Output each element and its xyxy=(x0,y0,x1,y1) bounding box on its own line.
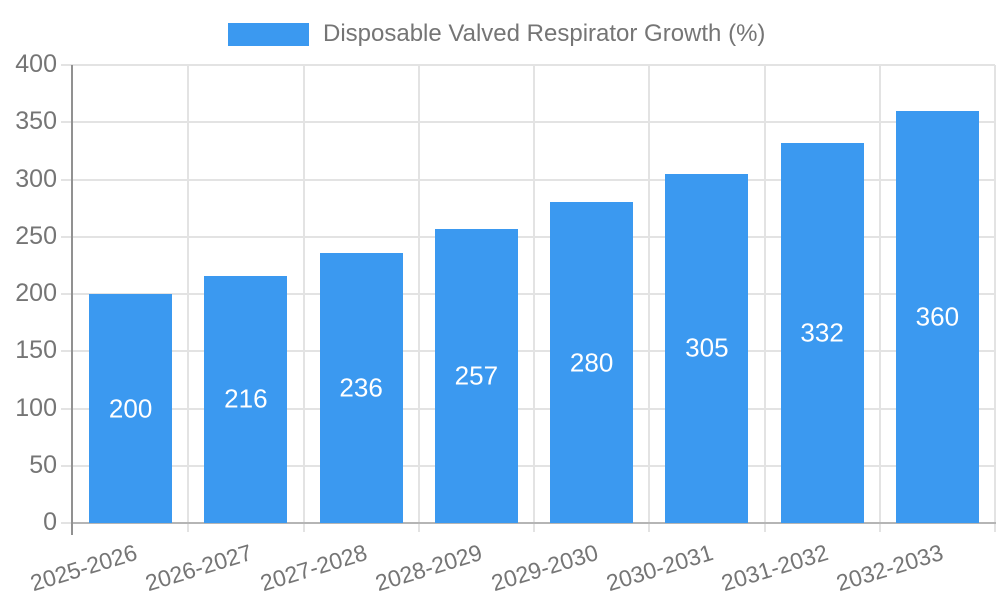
bar-value-label: 360 xyxy=(915,301,960,332)
x-axis-label: 2030-2031 xyxy=(603,539,716,597)
y-axis-label: 200 xyxy=(15,279,57,307)
y-axis-label: 50 xyxy=(29,450,57,479)
bar[interactable]: 280 xyxy=(550,202,634,523)
gridline-vertical xyxy=(648,65,651,532)
bar-value-label: 257 xyxy=(454,360,499,391)
gridline-vertical xyxy=(994,65,996,532)
gridline-horizontal xyxy=(61,121,995,124)
bar-value-label: 216 xyxy=(224,383,268,414)
gridline-vertical xyxy=(302,65,305,532)
x-axis-label: 2027-2028 xyxy=(257,539,371,597)
x-axis-line xyxy=(72,522,996,524)
y-axis-label: 100 xyxy=(15,393,57,422)
y-axis-label: 0 xyxy=(43,508,57,536)
x-axis-label: 2025-2026 xyxy=(26,539,140,597)
gridline-vertical xyxy=(187,65,190,532)
y-axis-label: 300 xyxy=(15,164,57,193)
bar-value-label: 236 xyxy=(339,372,383,403)
x-axis-label: 2032-2033 xyxy=(833,539,947,597)
y-axis-label: 400 xyxy=(15,50,57,78)
bar-value-label: 305 xyxy=(685,332,729,363)
bar[interactable]: 305 xyxy=(665,173,749,523)
gridline-horizontal xyxy=(61,235,995,238)
x-axis-label: 2029-2030 xyxy=(487,539,601,597)
legend-label: Disposable Valved Respirator Growth (%) xyxy=(323,20,766,47)
gridline-vertical xyxy=(763,65,766,532)
gridline-horizontal xyxy=(61,178,995,181)
gridline-horizontal xyxy=(61,350,995,353)
y-axis-label: 350 xyxy=(15,107,57,136)
bar-value-label: 280 xyxy=(569,347,614,378)
bar[interactable]: 236 xyxy=(319,252,403,523)
legend[interactable]: Disposable Valved Respirator Growth (%) xyxy=(228,20,765,48)
y-axis-label: 150 xyxy=(15,336,57,365)
gridline-horizontal xyxy=(61,293,995,295)
y-axis-line xyxy=(71,65,73,535)
x-axis-label: 2031-2032 xyxy=(718,539,832,597)
gridline-horizontal xyxy=(61,407,995,410)
y-axis-label: 250 xyxy=(15,221,57,250)
bar-value-label: 200 xyxy=(108,393,153,423)
bar[interactable]: 200 xyxy=(89,294,173,523)
gridline-horizontal xyxy=(61,464,995,467)
gridline-horizontal xyxy=(61,64,995,66)
legend-swatch xyxy=(228,22,309,46)
bar[interactable]: 332 xyxy=(780,142,864,523)
gridline-vertical xyxy=(878,65,881,532)
bar[interactable]: 257 xyxy=(434,228,518,523)
bar-value-label: 332 xyxy=(800,317,844,348)
bar[interactable]: 360 xyxy=(895,110,979,523)
x-axis-label: 2028-2029 xyxy=(372,539,486,597)
bar[interactable]: 216 xyxy=(204,275,288,523)
x-axis-label: 2026-2027 xyxy=(142,539,255,597)
gridline-vertical xyxy=(417,65,420,532)
gridline-vertical xyxy=(533,65,535,532)
